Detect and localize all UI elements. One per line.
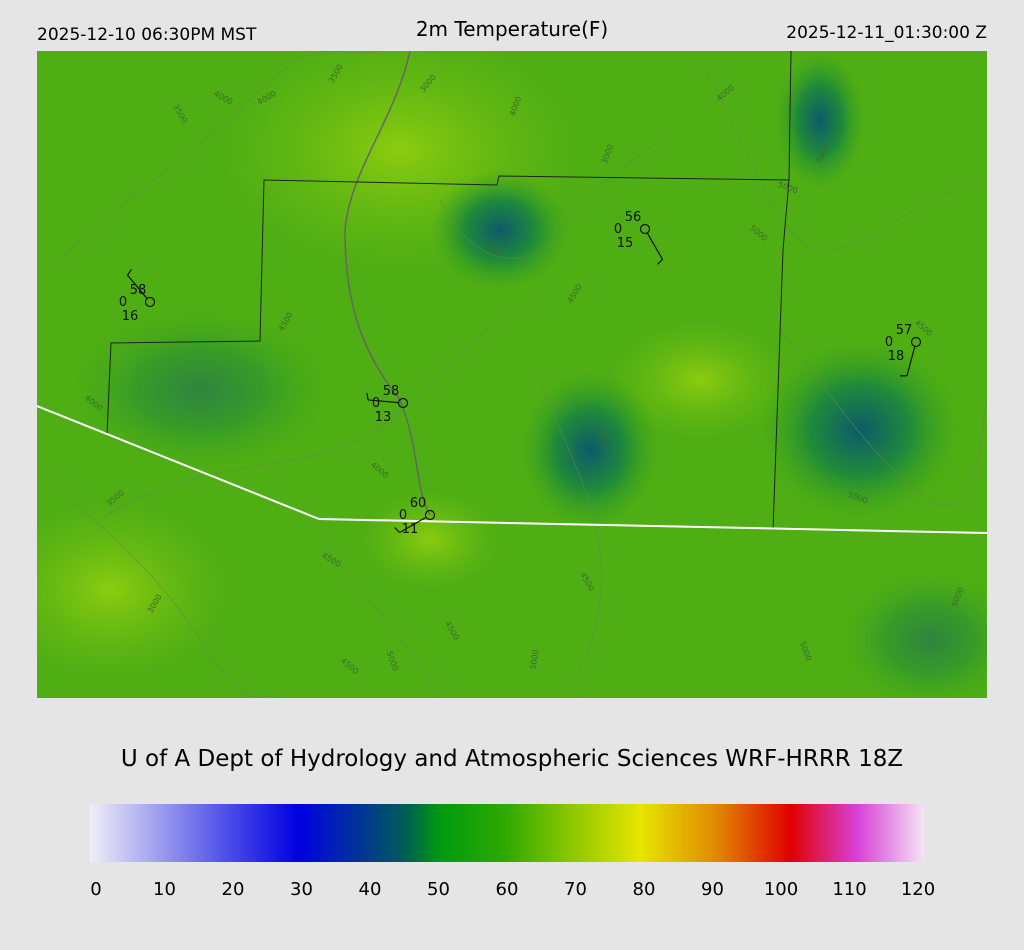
station-temp: 58 (130, 283, 147, 298)
map-title: 2m Temperature(F) (416, 17, 608, 41)
colorbar-tick-label: 100 (764, 879, 798, 900)
colorbar-tick-label: 30 (290, 879, 313, 900)
station-dew: 15 (617, 236, 634, 251)
station-cloud: 0 (372, 396, 380, 411)
station-dew: 16 (122, 309, 139, 324)
colorbar-tick-label: 80 (633, 879, 656, 900)
station-circle (144, 296, 156, 308)
station-temp: 60 (410, 496, 427, 511)
colorbar-tick-label: 120 (901, 879, 935, 900)
colorbar-tick-label: 110 (832, 879, 866, 900)
wind-barb (368, 399, 399, 404)
wind-barb-flag (366, 392, 369, 401)
station-circle (910, 336, 922, 348)
station-cloud: 0 (885, 335, 893, 350)
colorbar-tick-label: 10 (153, 879, 176, 900)
valid-time-local: 2025-12-10 06:30PM MST (37, 25, 257, 45)
station-temp: 57 (896, 323, 913, 338)
colorbar-tick-label: 50 (427, 879, 450, 900)
colorbar-tick-label: 40 (359, 879, 382, 900)
colorbar-tick-label: 90 (701, 879, 724, 900)
station-temp: 56 (625, 210, 642, 225)
station-cloud: 0 (399, 508, 407, 523)
station-cloud: 0 (119, 295, 127, 310)
valid-time-utc: 2025-12-11_01:30:00 Z (786, 23, 987, 43)
contour-label: 5000 (528, 649, 540, 671)
station-circle (397, 397, 409, 409)
colorbar-tick-label: 20 (222, 879, 245, 900)
station-circle (639, 223, 651, 235)
colorbar-scale (90, 804, 924, 862)
wind-barb (399, 516, 427, 534)
wind-barb-flag (657, 258, 663, 265)
station-temp: 58 (383, 384, 400, 399)
station-dew: 11 (402, 522, 419, 537)
station-cloud: 0 (614, 222, 622, 237)
colorbar-tick-label: 60 (496, 879, 519, 900)
station-dew: 13 (375, 410, 392, 425)
wind-barb (127, 274, 148, 299)
wind-barb (906, 346, 916, 376)
wind-barb (646, 232, 664, 260)
wind-barb-flag (127, 269, 132, 276)
wind-barb-flag (394, 527, 401, 533)
colorbar: 0 10 20 30 40 50 60 70 80 90 100 110 120 (90, 804, 935, 900)
colorbar-tick-label: 70 (564, 879, 587, 900)
station-circle (424, 509, 436, 521)
station-dew: 18 (888, 349, 905, 364)
footer-credit: U of A Dept of Hydrology and Atmospheric… (121, 746, 903, 772)
colorbar-tick-label: 0 (90, 879, 101, 900)
